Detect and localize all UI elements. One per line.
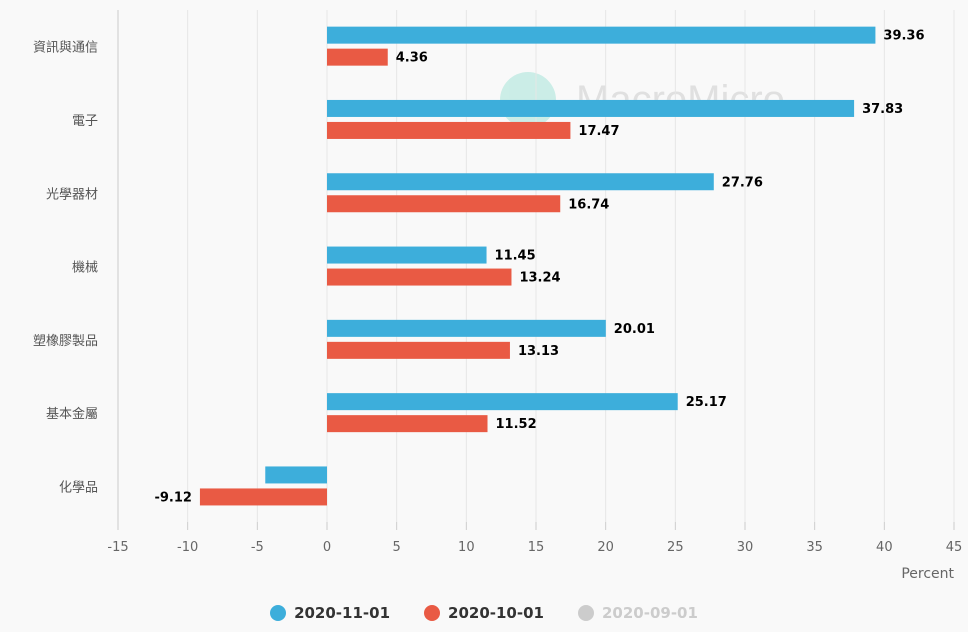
legend-item[interactable]: 2020-10-01 [424, 604, 544, 622]
data-label: 20.01 [614, 322, 655, 337]
category-label: 資訊與通信 [33, 41, 98, 56]
x-tick-label: 15 [528, 540, 545, 555]
bar[interactable] [327, 48, 388, 66]
x-tick-label: -5 [251, 540, 264, 555]
legend-marker-icon [424, 605, 441, 621]
x-tick-label: 0 [323, 540, 331, 555]
x-tick-label: 40 [876, 540, 893, 555]
data-label: 27.76 [722, 175, 763, 190]
bar[interactable] [327, 121, 571, 139]
data-label: 16.74 [568, 197, 609, 212]
x-axis-label: Percent [901, 566, 954, 582]
data-label: -9.12 [154, 490, 191, 505]
legend-label: 2020-10-01 [448, 604, 544, 622]
x-tick-label: 20 [597, 540, 614, 555]
bar[interactable] [327, 341, 510, 359]
data-label: 13.13 [518, 344, 559, 359]
x-tick-label: -15 [107, 540, 128, 555]
data-label: 37.83 [862, 102, 903, 117]
category-label: 機械 [72, 261, 98, 276]
x-tick-label: 35 [806, 540, 823, 555]
category-label: 光學器材 [46, 187, 98, 202]
legend-item[interactable]: 2020-11-01 [270, 604, 390, 622]
legend-label: 2020-09-01 [601, 604, 698, 622]
bar[interactable] [327, 195, 561, 213]
bar[interactable] [327, 415, 488, 433]
bar[interactable] [265, 466, 327, 484]
bar[interactable] [327, 173, 714, 191]
x-tick-label: 5 [393, 540, 401, 555]
data-label: 11.45 [495, 249, 536, 264]
x-tick-label: 25 [667, 540, 684, 555]
data-label: 39.36 [883, 29, 924, 44]
category-label: 基本金屬 [46, 406, 98, 422]
x-tick-label: -10 [177, 540, 198, 555]
category-label: 電子 [72, 114, 98, 129]
bar[interactable] [327, 268, 512, 286]
bar[interactable] [327, 393, 678, 411]
category-label: 塑橡膠製品 [33, 334, 98, 349]
legend-marker-icon [270, 605, 287, 621]
data-label: 25.17 [686, 395, 727, 410]
legend-item[interactable]: 2020-09-01 [577, 604, 698, 622]
category-label: 化學品 [59, 480, 98, 495]
data-label: 11.52 [496, 417, 537, 432]
bar[interactable] [199, 488, 327, 506]
x-tick-label: 10 [458, 540, 475, 555]
data-label: 13.24 [519, 271, 560, 286]
x-tick-label: 30 [737, 540, 754, 555]
bar[interactable] [327, 26, 876, 44]
legend-label: 2020-11-01 [294, 604, 391, 622]
legend: 2020-11-01 2020-10-01 2020-09-01 [0, 604, 968, 622]
bar[interactable] [327, 319, 606, 337]
bar[interactable] [327, 246, 487, 264]
bar[interactable] [327, 99, 855, 117]
legend-marker-icon [577, 605, 594, 621]
x-tick-label: 45 [946, 540, 963, 555]
data-label: 17.47 [578, 124, 619, 139]
data-label: 4.36 [396, 51, 428, 66]
